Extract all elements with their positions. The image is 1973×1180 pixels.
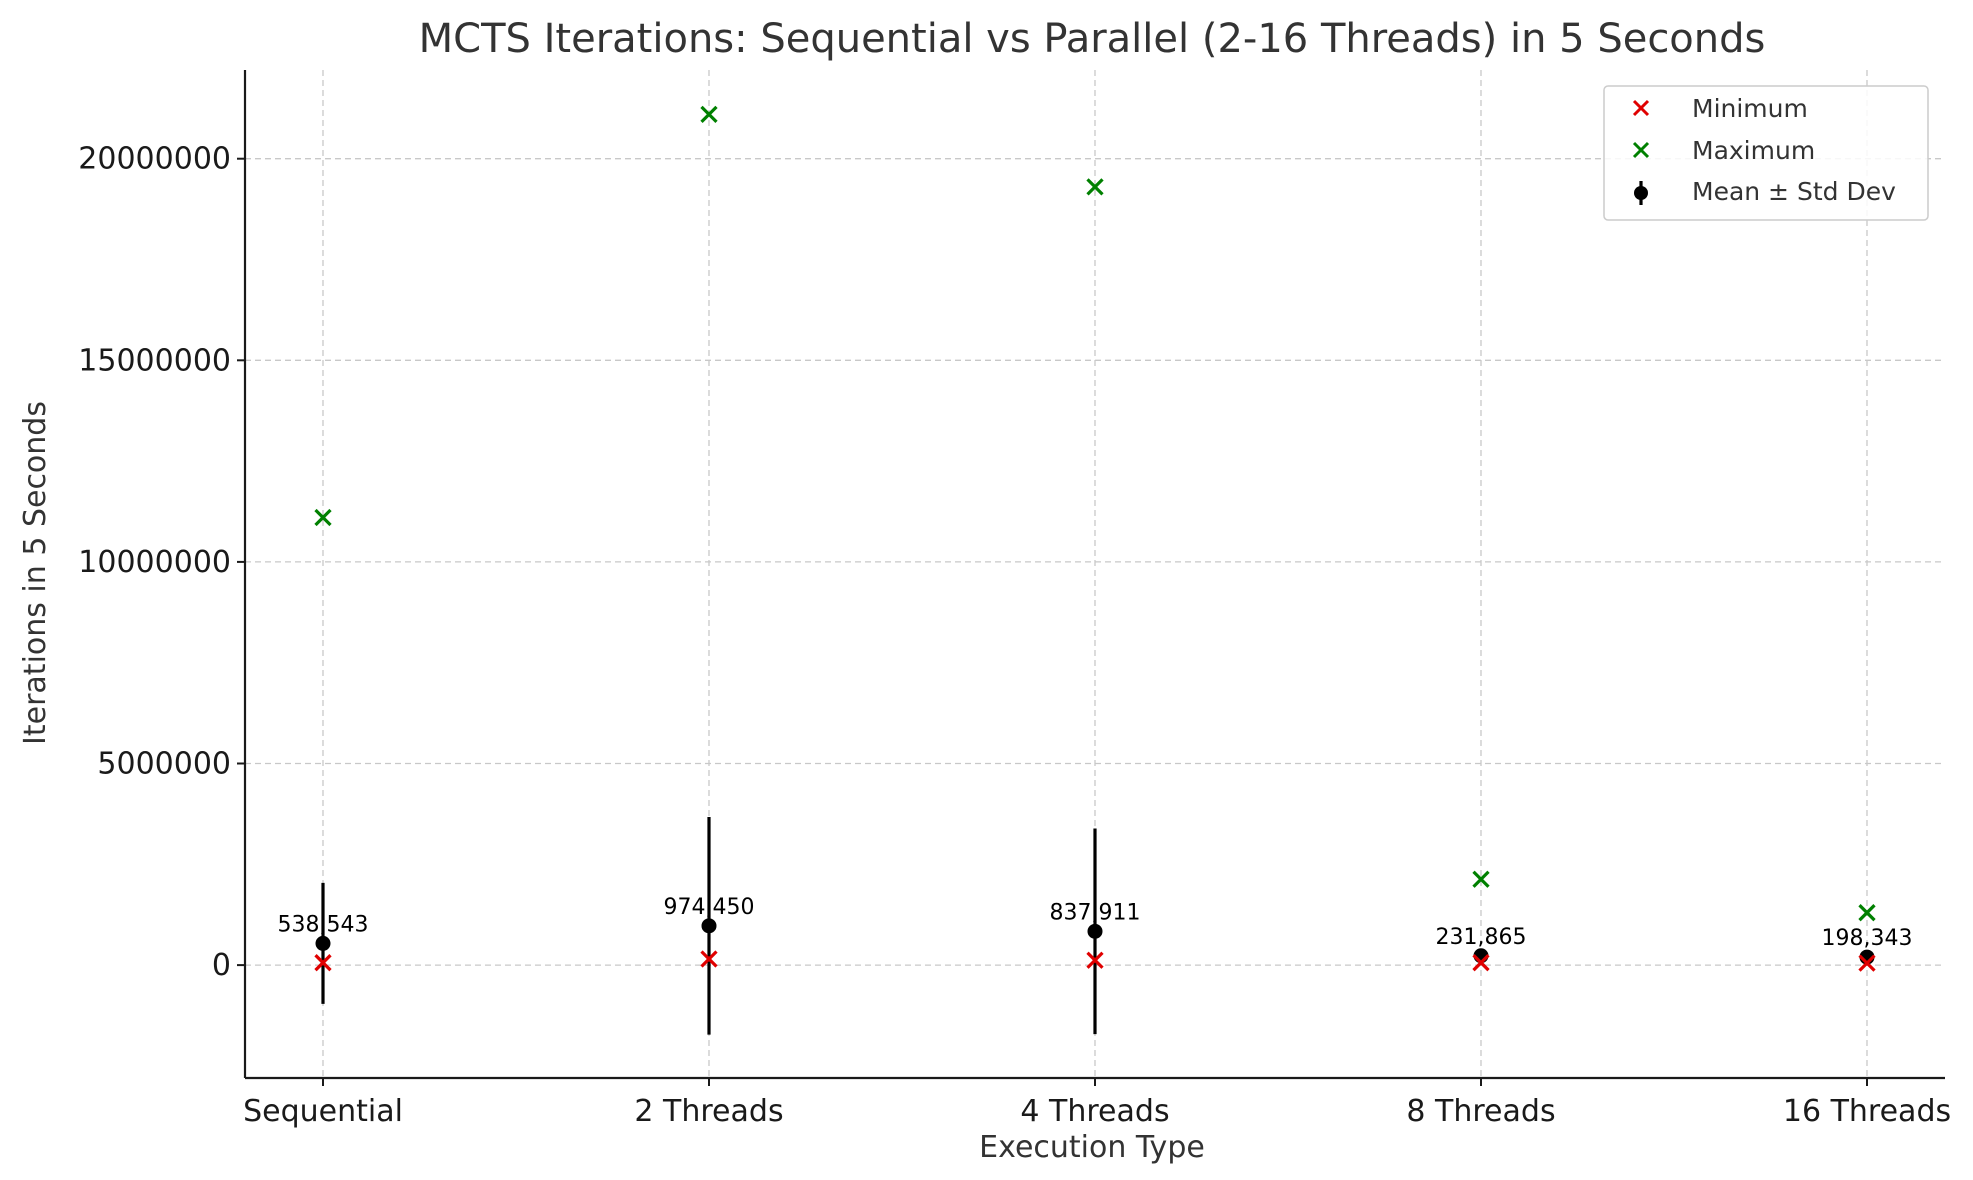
x-tick-label: 8 Threads: [1406, 1094, 1555, 1129]
max-marker-stroke: [1086, 178, 1104, 196]
mean-data-label: 538,543: [278, 912, 369, 937]
max-marker: [1472, 870, 1490, 888]
legend-maximum-marker-icon: [1632, 141, 1650, 159]
legend-item-maximum: Maximum: [1632, 136, 1815, 165]
legend: Minimum Maximum Mean ± Std Dev: [1603, 85, 1929, 221]
legend-item-mean: Mean ± Std Dev: [1634, 177, 1896, 206]
data-labels: 538,543 974,450 837,911 231,865 198,343: [278, 895, 1913, 951]
min-marker-stroke: [1858, 954, 1876, 972]
min-marker-stroke: [314, 954, 332, 972]
y-tick-label: 5000000: [97, 747, 231, 782]
max-marker: [700, 105, 718, 123]
y-tick-label: 20000000: [78, 142, 231, 177]
min-marker: [1086, 951, 1104, 969]
chart-title: MCTS Iterations: Sequential vs Parallel …: [419, 16, 1766, 62]
mean-point: [315, 935, 331, 951]
x-tick-label: 4 Threads: [1020, 1094, 1169, 1129]
x-axis-label: Execution Type: [979, 1130, 1205, 1165]
mean-data-label: 837,911: [1050, 900, 1141, 925]
max-marker-stroke: [700, 105, 718, 123]
x-tick-label: Sequential: [243, 1094, 403, 1129]
legend-label-maximum: Maximum: [1692, 136, 1815, 165]
min-marker: [1472, 954, 1490, 972]
min-marker: [700, 950, 718, 968]
legend-frame: [1603, 85, 1929, 221]
mean-data-label: 198,343: [1822, 926, 1913, 951]
legend-label-minimum: Minimum: [1692, 94, 1808, 123]
max-marker-stroke: [1472, 870, 1490, 888]
mean-point: [701, 918, 717, 934]
mean-data-label: 974,450: [664, 895, 755, 920]
min-marker: [1858, 954, 1876, 972]
data-marks: [314, 105, 1876, 1035]
max-marker-stroke: [314, 508, 332, 527]
legend-minimum-marker-icon: [1632, 99, 1650, 117]
max-marker: [314, 508, 332, 527]
min-marker-stroke: [1086, 951, 1104, 969]
max-marker: [1858, 904, 1876, 922]
y-tick-label: 15000000: [78, 343, 231, 378]
y-axis-label: Iterations in 5 Seconds: [18, 401, 53, 745]
mean-point: [1087, 923, 1103, 939]
mean-data-label: 231,865: [1436, 925, 1527, 950]
min-marker-stroke: [700, 950, 718, 968]
x-tick-label: 2 Threads: [634, 1094, 783, 1129]
axes: 0 5000000 10000000 15000000 20000000 Sequenti…: [78, 70, 1951, 1129]
y-tick-label: 10000000: [78, 545, 231, 580]
y-tick-label: 0: [212, 948, 231, 983]
x-tick-label: 16 Threads: [1783, 1094, 1951, 1129]
max-marker: [1086, 178, 1104, 196]
legend-label-mean: Mean ± Std Dev: [1692, 177, 1896, 206]
legend-errorbar-marker-icon: [1634, 181, 1648, 205]
min-marker-stroke: [1472, 954, 1490, 972]
max-marker-stroke: [1858, 904, 1876, 922]
legend-item-minimum: Minimum: [1632, 94, 1808, 123]
min-marker: [314, 954, 332, 972]
